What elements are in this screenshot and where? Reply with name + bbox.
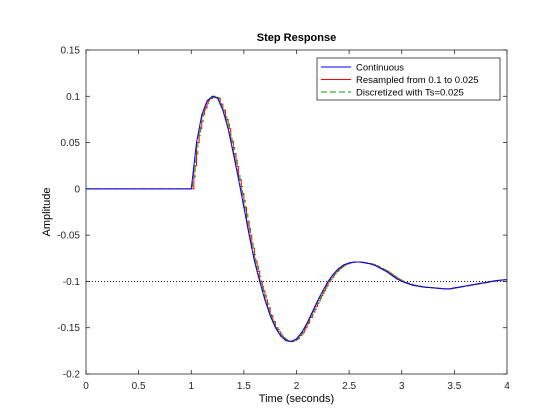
x-tick-label: 4 <box>504 381 510 392</box>
y-tick-label: 0 <box>74 184 80 195</box>
x-tick-label: 1 <box>188 381 194 392</box>
y-tick-label: 0.15 <box>61 46 81 57</box>
y-tick-label: -0.2 <box>63 370 81 381</box>
series-continuous-line <box>86 95 508 343</box>
legend: Continuous Resampled from 0.1 to 0.025 D… <box>316 57 501 101</box>
x-tick-label: 2 <box>294 381 300 392</box>
axes-area <box>85 49 508 375</box>
y-tick-label: -0.15 <box>57 323 80 334</box>
series-group <box>86 95 508 343</box>
x-tick-label: 2.5 <box>342 381 356 392</box>
y-tick-label: 0.1 <box>66 92 80 103</box>
x-axis-label: Time (seconds) <box>259 393 334 405</box>
x-tick-label: 3.5 <box>447 381 461 392</box>
x-tick-label: 3 <box>399 381 405 392</box>
x-tick-label: 1.5 <box>237 381 251 392</box>
x-tick-label: 0 <box>83 381 89 392</box>
x-tick-label: 0.5 <box>132 381 146 392</box>
axis-ticks: 0 0.5 1 1.5 2 2.5 3 3.5 4 -0.2 -0.15 -0.1 -0.05 0 0.05… <box>57 46 510 393</box>
y-tick-label: 0.05 <box>61 138 81 149</box>
legend-label-discretized: Discretized with Ts=0.025 <box>356 88 464 99</box>
y-tick-label: -0.05 <box>57 231 80 242</box>
y-axis-label: Amplitude <box>41 188 53 237</box>
legend-label-continuous: Continuous <box>356 63 404 74</box>
legend-label-resampled: Resampled from 0.1 to 0.025 <box>356 75 479 86</box>
y-tick-label: -0.1 <box>63 277 81 288</box>
chart-title: Step Response <box>257 32 336 44</box>
